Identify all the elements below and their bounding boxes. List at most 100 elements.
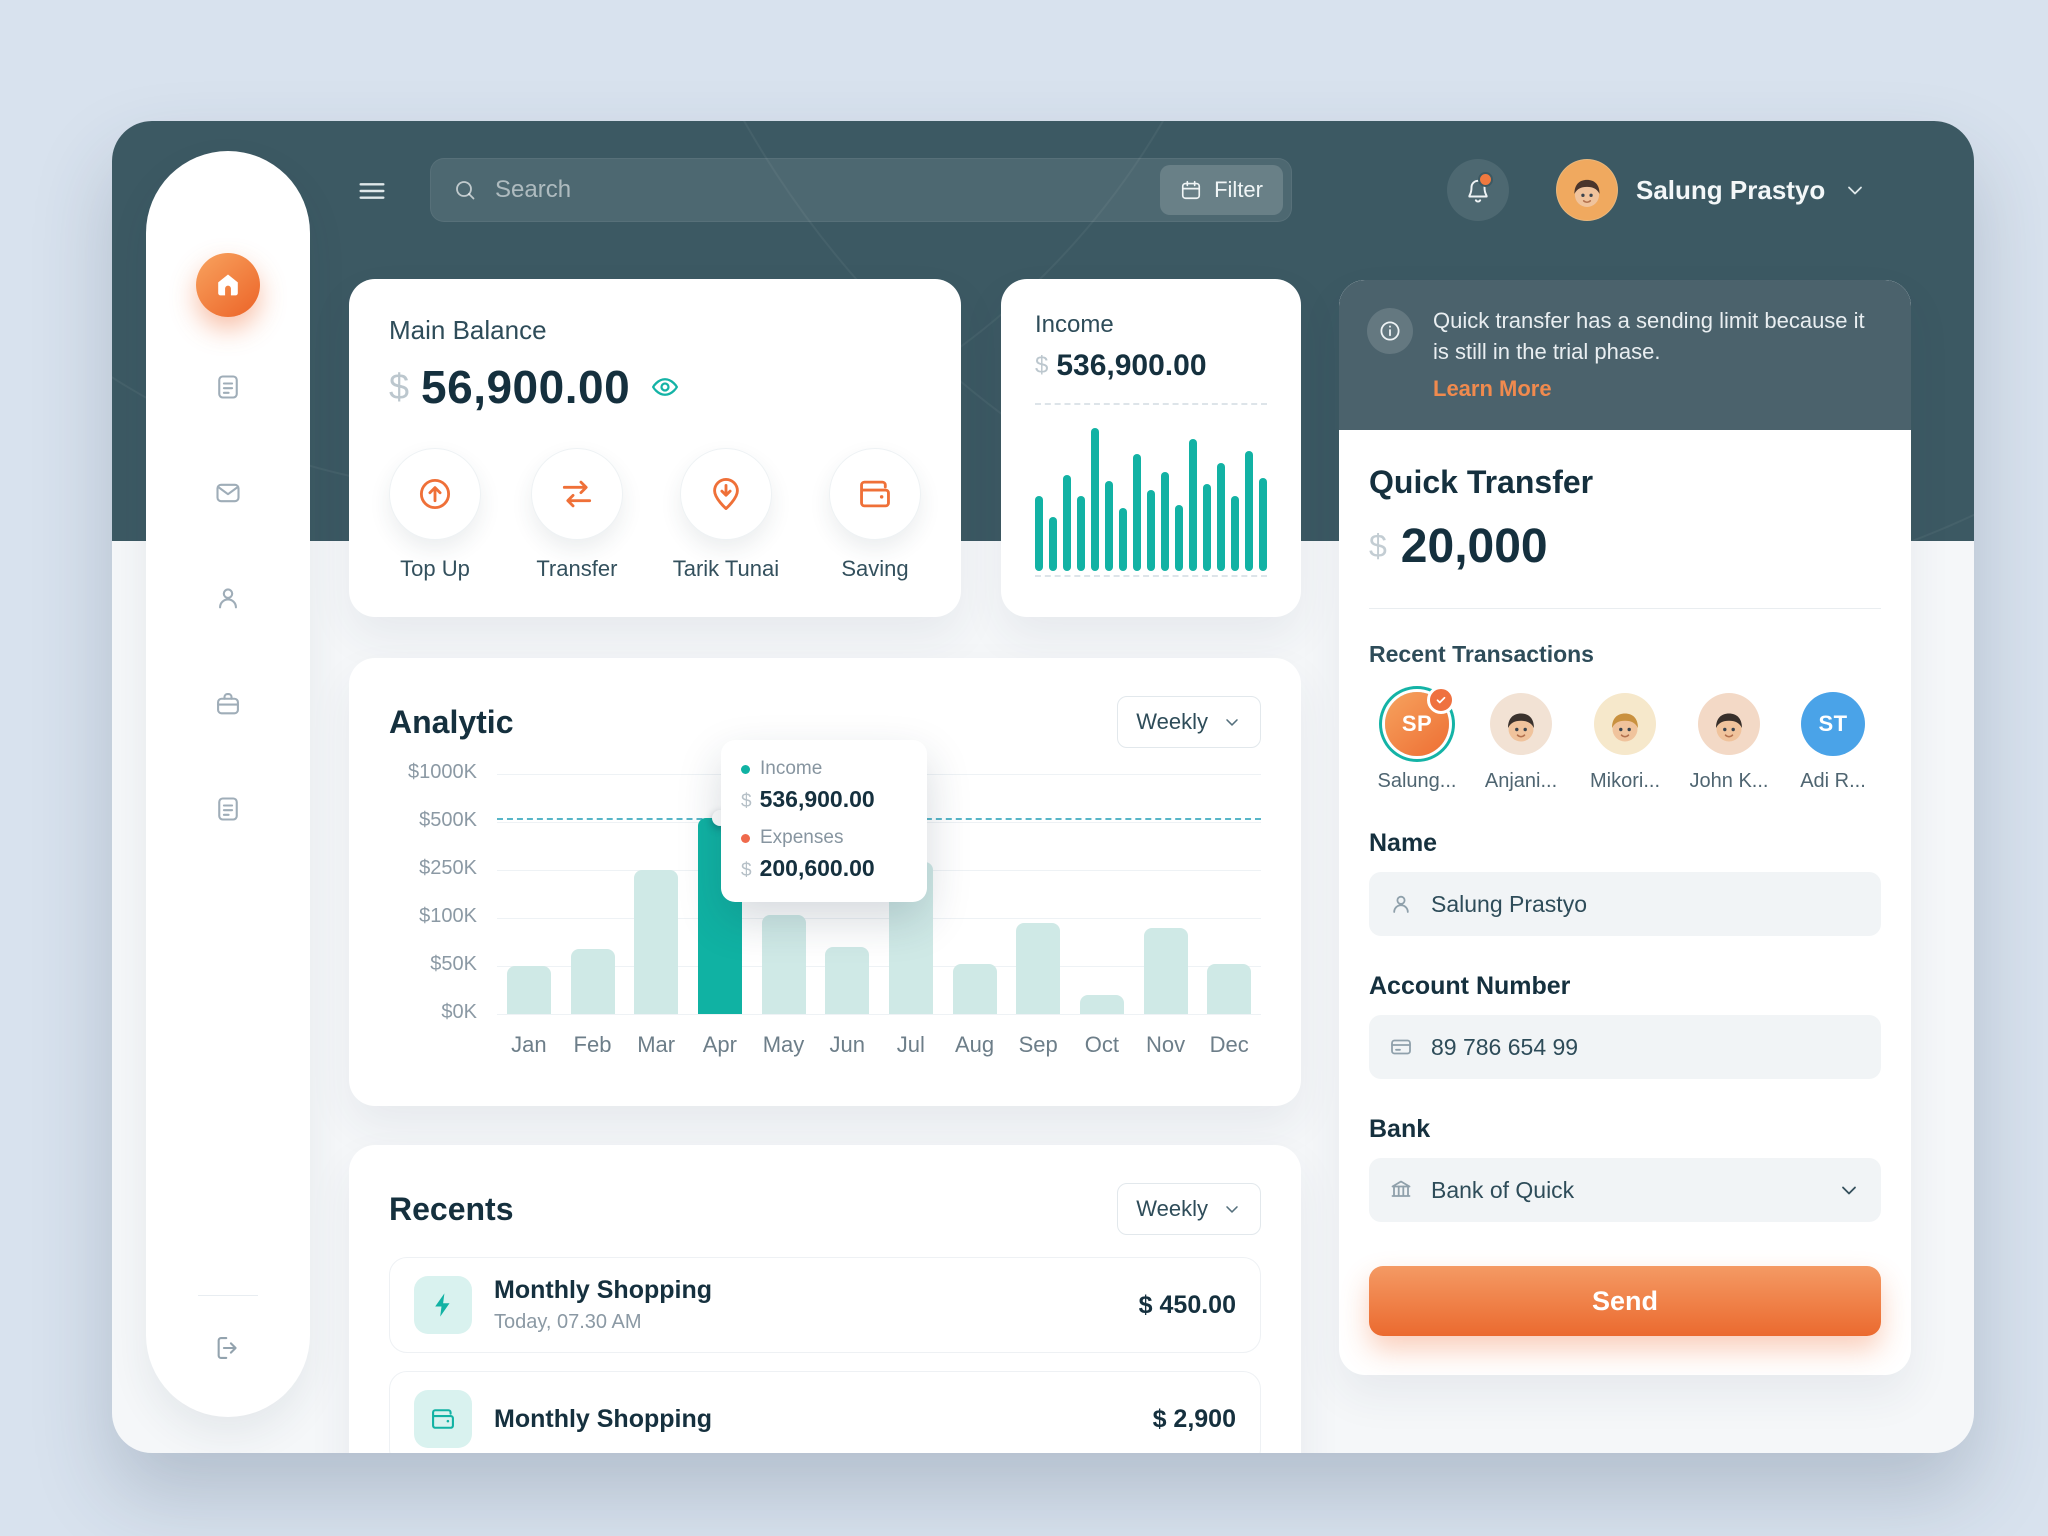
y-axis-label: $500K [419, 809, 477, 831]
dashed-divider [1035, 575, 1267, 577]
filter-button[interactable]: Filter [1160, 165, 1283, 215]
balance-amount: 56,900.00 [421, 361, 631, 413]
learn-more-link[interactable]: Learn More [1433, 375, 1552, 401]
name-field[interactable] [1369, 872, 1881, 936]
income-bar [1091, 428, 1099, 571]
analytic-bar-oct[interactable] [1079, 995, 1124, 1014]
quick-action-top-up[interactable]: Top Up [389, 448, 481, 582]
account-number-input[interactable] [1429, 1032, 1861, 1062]
income-bar [1147, 490, 1155, 571]
gridline [497, 1014, 1261, 1015]
sidebar-item-reports[interactable] [214, 795, 242, 823]
x-axis-label: Oct [1084, 1032, 1119, 1057]
quick-action-saving[interactable]: Saving [828, 448, 921, 582]
bank-value[interactable] [1429, 1175, 1821, 1205]
x-axis-label: Aug [954, 1032, 995, 1057]
dashed-divider [1035, 403, 1267, 405]
transaction-title: Monthly Shopping [494, 1276, 713, 1304]
contact-johnk[interactable]: John K... [1681, 692, 1777, 793]
sidebar [146, 151, 310, 1417]
sidebar-item-home[interactable] [196, 253, 260, 317]
analytic-bar-jun[interactable] [825, 947, 870, 1014]
divider [1369, 608, 1881, 609]
app-window: Filter Salung Prastyo Main Balance $ 56,… [112, 121, 1974, 1453]
home-icon [214, 271, 242, 299]
analytic-bar-dec[interactable] [1207, 964, 1252, 1014]
x-axis-label: Jul [896, 1032, 925, 1057]
quick-action-label: Transfer [536, 556, 618, 581]
contact-name: Adi R... [1800, 770, 1866, 792]
notification-dot [1478, 172, 1493, 187]
y-axis-label: $250K [419, 857, 477, 879]
search-input[interactable] [493, 175, 1291, 205]
bar-slot [1134, 774, 1198, 1014]
transaction-row[interactable]: Monthly Shopping Today, 07.30 AM $ 450.00 [389, 1257, 1261, 1353]
balance-title: Main Balance [389, 315, 547, 345]
income-bar [1133, 454, 1141, 571]
currency-symbol: $ [1369, 528, 1387, 564]
info-icon [1367, 308, 1413, 354]
balance-visibility-toggle[interactable] [650, 372, 680, 402]
analytic-plot [497, 774, 1261, 1014]
contact-mikori[interactable]: Mikori... [1577, 692, 1673, 793]
income-mini-chart [1035, 413, 1267, 571]
info-circle-icon [1378, 319, 1402, 343]
sidebar-item-portfolio[interactable] [214, 690, 242, 718]
recent-transactions-label: Recent Transactions [1369, 641, 1594, 667]
quick-action-label: Top Up [400, 556, 470, 581]
sidebar-item-messages[interactable] [214, 479, 242, 507]
income-bar [1077, 496, 1085, 571]
income-bar [1119, 508, 1127, 571]
analytic-bar-sep[interactable] [1016, 923, 1061, 1014]
income-bar [1245, 451, 1253, 571]
user-menu[interactable]: Salung Prastyo [1556, 159, 1867, 221]
transaction-title: Monthly Shopping [494, 1404, 713, 1433]
logout-button[interactable] [214, 1334, 242, 1362]
name-input[interactable] [1429, 889, 1861, 919]
bank-label: Bank [1369, 1115, 1431, 1143]
quick-action-transfer[interactable]: Transfer [530, 448, 623, 582]
contact-avatar [1489, 692, 1553, 756]
card-icon [1389, 1035, 1413, 1059]
contact-salung[interactable]: SP Salung... [1369, 686, 1465, 793]
send-button[interactable]: Send [1369, 1266, 1881, 1336]
quick-transfer-title: Quick Transfer [1369, 464, 1594, 500]
sidebar-item-profile[interactable] [214, 584, 242, 612]
notifications-button[interactable] [1447, 159, 1509, 221]
contact-anjani[interactable]: Anjani... [1473, 692, 1569, 793]
sidebar-item-documents[interactable] [214, 373, 242, 401]
analytic-bar-may[interactable] [761, 915, 806, 1014]
income-bar [1035, 496, 1043, 571]
person-icon [1389, 892, 1413, 916]
contact-name: John K... [1689, 770, 1769, 792]
search-bar: Filter [430, 158, 1292, 222]
quick-action-tarik-tunai[interactable]: Tarik Tunai [673, 448, 779, 582]
account-number-field[interactable] [1369, 1015, 1881, 1079]
analytic-bar-mar[interactable] [634, 870, 679, 1014]
analytic-bar-jan[interactable] [506, 966, 551, 1014]
transaction-row[interactable]: Monthly Shopping $ 2,900 [389, 1371, 1261, 1453]
briefcase-icon [214, 690, 242, 718]
transaction-time: Today, 07.30 AM [494, 1311, 642, 1333]
bar-slot [1070, 774, 1134, 1014]
chevron-down-icon [1222, 1199, 1242, 1219]
transaction-text: Monthly Shopping Today, 07.30 AM [494, 1276, 1117, 1334]
analytic-bar-aug[interactable] [952, 964, 997, 1014]
chevron-down-icon[interactable] [1837, 1178, 1861, 1202]
menu-toggle-button[interactable] [356, 175, 388, 207]
recents-period-select[interactable]: Weekly [1117, 1183, 1261, 1235]
period-value: Weekly [1136, 1196, 1208, 1221]
x-axis-label: Mar [637, 1032, 676, 1057]
analytic-bar-feb[interactable] [570, 949, 615, 1014]
analytic-period-select[interactable]: Weekly [1117, 696, 1261, 748]
analytic-bar-nov[interactable] [1143, 928, 1188, 1014]
logout-icon [214, 1334, 242, 1362]
lightning-icon [414, 1276, 472, 1334]
hamburger-icon [356, 175, 388, 207]
y-axis-label: $1000K [408, 761, 477, 783]
contact-adir[interactable]: ST Adi R... [1785, 692, 1881, 793]
bank-select[interactable] [1369, 1158, 1881, 1222]
quick-transfer-card: Quick transfer has a sending limit becau… [1339, 280, 1911, 1375]
bar-slot [1197, 774, 1261, 1014]
bar-slot [624, 774, 688, 1014]
